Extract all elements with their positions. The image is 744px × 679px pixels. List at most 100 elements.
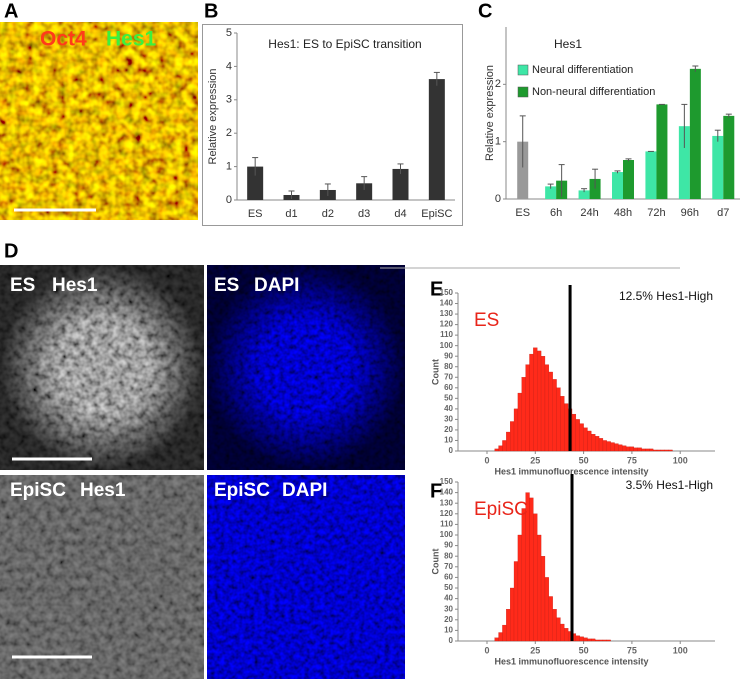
annotation: 12.5% Hes1-High [619,289,713,303]
x-tick-label: 0 [484,455,489,465]
y-tick-label: 40 [444,594,453,603]
bar [678,126,690,199]
y-tick-label: 110 [440,520,453,529]
bar [723,115,735,199]
bar [689,68,701,199]
vignette [0,265,204,470]
histogram-bar [556,387,561,452]
histogram-bar [645,448,650,452]
histogram-bar [579,423,584,452]
y-tick-label: 70 [444,562,453,571]
y-tick-label: 100 [440,341,454,350]
histogram-bar [649,448,654,452]
histogram-bar [625,446,631,452]
histogram-bar [510,587,515,642]
histogram-bar [533,347,538,452]
bar [712,135,724,199]
histogram-bar [614,443,619,452]
bar [247,166,264,200]
bar [517,141,529,199]
histogram-bar [540,356,546,452]
bar [392,168,409,200]
histogram-bar [598,639,604,642]
histogram-bar [660,449,665,452]
histogram-bar [556,617,561,642]
panel-label: C [478,0,492,22]
histogram-bar [517,534,522,642]
histogram-bar [653,449,658,452]
image-label: EpiSC [214,480,270,501]
y-tick-label: 2 [226,127,232,139]
histogram-bar [525,364,530,452]
y-tick-label: 120 [440,509,454,518]
y-tick-label: 150 [440,477,454,486]
histogram-bar [587,638,592,642]
histogram-bar [591,433,596,452]
y-tick-label: 60 [444,573,453,582]
histogram-bar [494,637,499,642]
y-tick-label: 5 [226,27,232,39]
legend-swatch [517,64,529,76]
y-tick-label: 10 [444,436,453,445]
y-tick-label: 110 [440,330,453,339]
x-tick-label: 100 [673,645,688,655]
image-label: ES [214,275,239,296]
histogram-bar [533,513,538,642]
histogram-bar [564,628,569,642]
histogram-bar [521,377,526,452]
y-tick-label: 30 [444,415,453,424]
panel-label: F [430,480,442,502]
y-tick-label: 0 [449,636,454,645]
y-axis-label: Count [430,549,440,575]
histogram-bar [606,441,611,452]
bar [545,186,557,199]
y-axis-label: Relative expression [207,69,219,165]
y-tick-label: 10 [444,626,453,635]
histogram-bar [502,624,507,642]
panel-label: A [4,0,18,22]
x-axis-label: Hes1 immunofluorescence intensity [494,466,648,476]
panel-frame [202,24,463,226]
image-a [0,22,198,220]
histogram-bar [506,431,511,452]
histogram-bar [502,440,507,452]
inset-label: ES [474,310,499,331]
x-tick-label: ES [248,208,263,220]
x-tick-label: d1 [285,208,297,220]
histogram-bar [517,392,522,452]
histogram-bar [548,596,553,642]
histogram-bar [618,444,623,452]
image-label: EpiSC [10,480,66,501]
histogram-bar [595,436,600,452]
histogram-bar [494,448,499,452]
panel-label: B [204,0,218,22]
bar [645,151,657,199]
histogram-bar [529,497,534,642]
y-tick-label: 100 [440,530,454,539]
histogram-bar [598,438,604,452]
panel-label: D [4,240,18,262]
histogram-bar [548,371,553,452]
bar [623,160,634,199]
y-tick-label: 50 [444,583,453,592]
histogram-bar [583,427,588,452]
histogram-bar [641,448,646,452]
x-tick-label: 0 [484,645,489,655]
histogram-bar [537,534,542,642]
image-label: Hes1 [52,275,98,296]
histogram-bar [668,449,673,452]
y-tick-label: 20 [444,615,453,624]
x-tick-label: 75 [627,455,637,465]
y-axis-label: Count [430,359,440,385]
x-tick-label: d3 [358,208,370,220]
histogram-bar [544,577,549,642]
histogram-bar [510,421,515,452]
x-tick-label: d7 [717,207,729,219]
x-tick-label: 75 [627,645,637,655]
image-label: DAPI [282,480,327,501]
y-tick-label: 80 [444,551,453,560]
y-tick-label: 130 [440,309,454,318]
histogram-bar [521,508,526,642]
x-tick-label: 24h [580,207,598,219]
